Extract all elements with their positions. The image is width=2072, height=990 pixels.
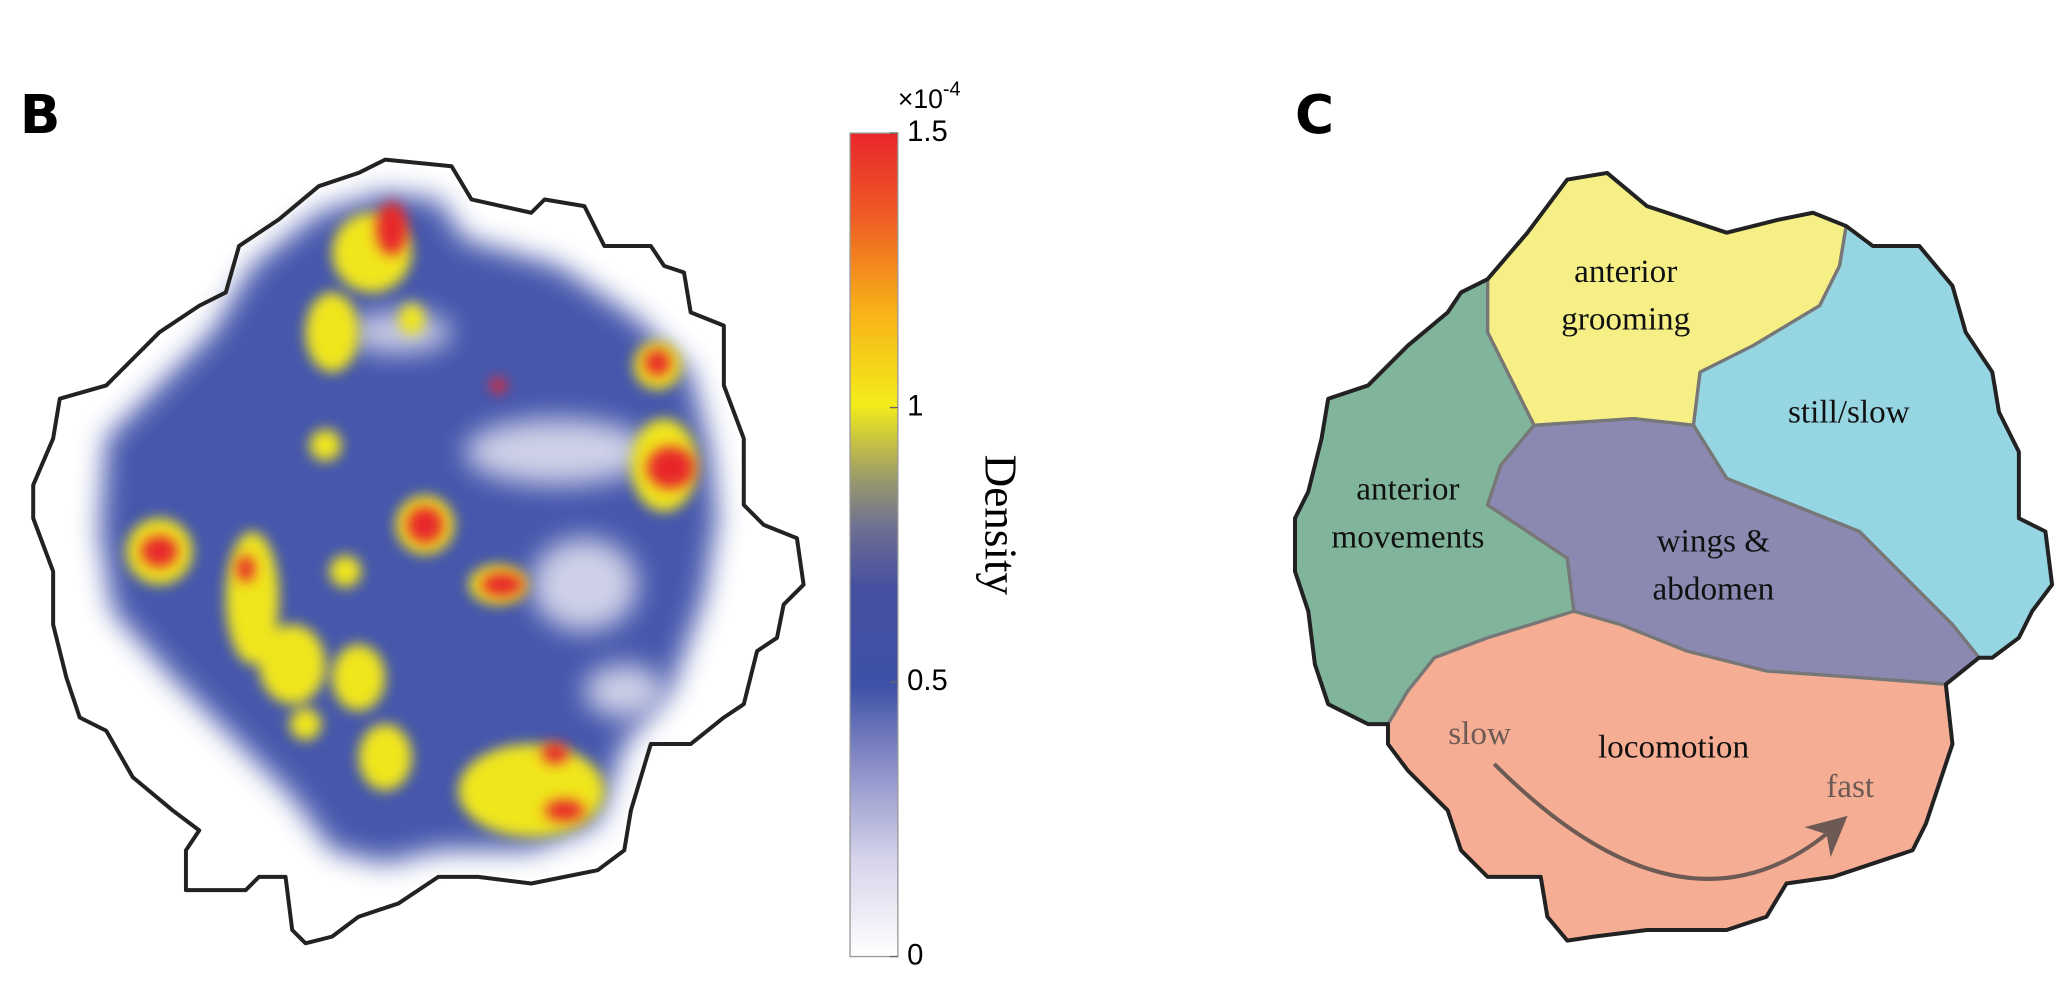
label-line: movements: [1331, 518, 1484, 555]
density-map: [31, 157, 806, 946]
tick-label: 0.5: [907, 665, 948, 697]
region-label: still/slow: [1788, 394, 1910, 431]
colorbar: [849, 132, 899, 958]
label-line: anterior: [1356, 471, 1459, 508]
arrow-end-label: fast: [1826, 768, 1875, 805]
outline: [1293, 170, 2055, 943]
label-line: anterior: [1574, 253, 1677, 290]
label-line: grooming: [1561, 301, 1690, 338]
label-line: abdomen: [1653, 570, 1775, 607]
label-line: locomotion: [1598, 728, 1750, 765]
multiplier: ×10: [898, 84, 943, 114]
region-map: [1293, 170, 2055, 943]
arrow-start-label: slow: [1448, 715, 1511, 752]
exponent: -4: [943, 79, 961, 101]
colorbar-label: Density: [976, 455, 1026, 596]
tick-label: 0: [907, 939, 923, 971]
region-label: locomotion: [1598, 728, 1750, 765]
region-labels: anterior grooming still/slow anterior moveme…: [1331, 253, 1909, 805]
speed-arrow: [1492, 762, 1848, 881]
panel-label: C: [1295, 84, 1334, 146]
colorbar-ticks: 0 0.5 1 1.5: [889, 116, 948, 971]
panel-label: B: [20, 84, 60, 146]
region-label: anterior grooming: [1561, 253, 1690, 338]
tick-label: 1: [907, 390, 923, 422]
tick-label: 1.5: [907, 116, 948, 148]
colorbar-multiplier: ×10-4: [898, 79, 961, 114]
label-line: wings &: [1657, 522, 1771, 559]
region-label: anterior movements: [1331, 471, 1484, 556]
region-label: wings & abdomen: [1653, 522, 1775, 607]
label-line: still/slow: [1788, 394, 1910, 431]
